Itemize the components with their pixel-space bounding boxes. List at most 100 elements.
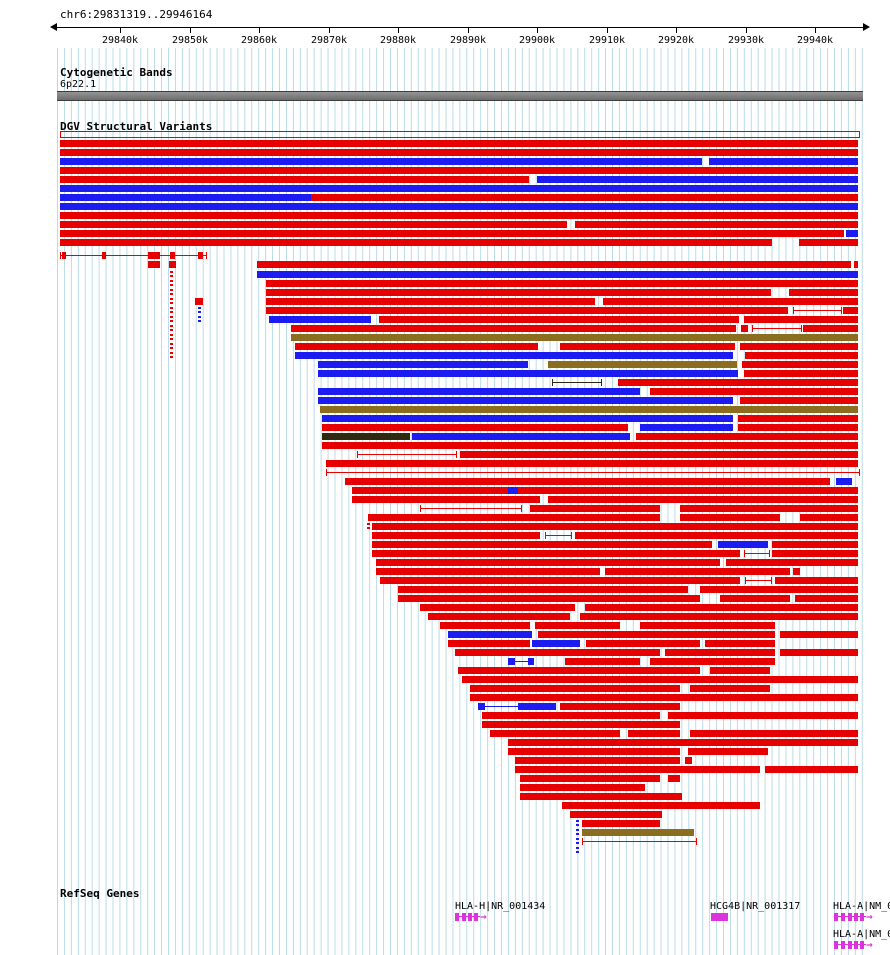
variant-bar[interactable] (548, 361, 737, 368)
variant-bar[interactable] (470, 694, 858, 701)
variant-dash[interactable] (576, 820, 579, 827)
variant-bar[interactable] (532, 640, 580, 647)
variant-bar[interactable] (257, 261, 851, 268)
variant-bar[interactable] (709, 158, 858, 165)
variant-bar[interactable] (745, 352, 858, 359)
variant-bar[interactable] (772, 541, 858, 548)
gene-exon-box[interactable] (711, 913, 728, 921)
gene-exon-box[interactable] (860, 941, 864, 949)
variant-bar[interactable] (352, 487, 508, 494)
variant-bar[interactable] (680, 505, 858, 512)
variant-outline[interactable] (60, 131, 860, 138)
variant-bar[interactable] (710, 667, 770, 674)
variant-line[interactable] (357, 451, 457, 458)
variant-bar[interactable] (318, 388, 640, 395)
variant-bar[interactable] (668, 712, 858, 719)
variant-bar[interactable] (372, 523, 858, 530)
variant-bar[interactable] (379, 316, 739, 323)
variant-bar[interactable] (565, 658, 640, 665)
variant-line[interactable] (420, 505, 522, 512)
variant-dash[interactable] (198, 307, 201, 314)
variant-bar[interactable] (102, 252, 106, 259)
variant-bar[interactable] (789, 289, 858, 296)
variant-dash[interactable] (576, 847, 579, 854)
variant-bar[interactable] (60, 176, 529, 183)
gene-exon-box[interactable] (834, 941, 838, 949)
variant-bar[interactable] (603, 298, 858, 305)
gene-exon-box[interactable] (455, 913, 459, 921)
variant-bar[interactable] (690, 730, 858, 737)
variant-bar[interactable] (490, 730, 620, 737)
variant-bar[interactable] (562, 802, 760, 809)
variant-bar[interactable] (795, 595, 858, 602)
variant-bar[interactable] (586, 640, 700, 647)
variant-bar[interactable] (322, 442, 858, 449)
variant-bar[interactable] (854, 261, 858, 268)
variant-bar[interactable] (537, 176, 858, 183)
variant-dash[interactable] (170, 316, 173, 323)
variant-line[interactable] (744, 550, 770, 557)
variant-bar[interactable] (738, 415, 858, 422)
variant-bar[interactable] (291, 325, 736, 332)
variant-bar[interactable] (520, 793, 682, 800)
variant-bar[interactable] (508, 739, 858, 746)
gene-label[interactable]: HCG4B|NR_001317 (710, 901, 801, 912)
variant-bar[interactable] (195, 298, 203, 305)
variant-bar[interactable] (148, 252, 160, 259)
variant-bar[interactable] (740, 343, 858, 350)
variant-bar[interactable] (640, 622, 775, 629)
variant-line[interactable] (752, 325, 802, 332)
gene-exon-box[interactable] (860, 913, 864, 921)
variant-bar[interactable] (526, 703, 556, 710)
variant-bar[interactable] (266, 289, 771, 296)
variant-bar[interactable] (60, 203, 858, 210)
variant-bar[interactable] (295, 343, 538, 350)
gene-exon-box[interactable] (848, 941, 852, 949)
gene-exon-box[interactable] (841, 913, 845, 921)
gene-exon-box[interactable] (462, 913, 466, 921)
variant-dash[interactable] (170, 352, 173, 359)
variant-line[interactable] (60, 252, 207, 259)
variant-line[interactable] (545, 532, 572, 539)
variant-bar[interactable] (535, 622, 620, 629)
variant-bar[interactable] (846, 230, 858, 237)
variant-bar[interactable] (799, 239, 858, 246)
variant-bar[interactable] (530, 505, 660, 512)
variant-bar[interactable] (322, 415, 733, 422)
variant-bar[interactable] (345, 478, 830, 485)
variant-bar[interactable] (720, 595, 790, 602)
variant-bar[interactable] (690, 685, 770, 692)
variant-line[interactable] (484, 703, 520, 710)
variant-bar[interactable] (60, 167, 858, 174)
variant-bar[interactable] (470, 685, 680, 692)
variant-bar[interactable] (318, 361, 528, 368)
variant-bar[interactable] (428, 613, 570, 620)
variant-bar[interactable] (803, 325, 858, 332)
variant-bar[interactable] (508, 658, 514, 665)
variant-bar[interactable] (680, 514, 780, 521)
gene-label[interactable]: HLA-A|NM_0 (833, 901, 890, 912)
variant-bar[interactable] (560, 343, 735, 350)
variant-bar[interactable] (548, 496, 858, 503)
variant-bar[interactable] (738, 424, 858, 431)
variant-bar[interactable] (376, 559, 720, 566)
variant-bar[interactable] (518, 487, 858, 494)
variant-bar[interactable] (318, 370, 738, 377)
variant-dash[interactable] (576, 829, 579, 836)
variant-bar[interactable] (372, 541, 712, 548)
variant-bar[interactable] (528, 658, 534, 665)
variant-bar[interactable] (518, 703, 526, 710)
variant-bar[interactable] (398, 586, 688, 593)
variant-bar[interactable] (628, 730, 680, 737)
variant-dash[interactable] (170, 280, 173, 287)
gene-exon-box[interactable] (854, 913, 858, 921)
variant-bar[interactable] (700, 586, 858, 593)
variant-bar[interactable] (322, 424, 628, 431)
variant-bar[interactable] (744, 370, 858, 377)
variant-bar[interactable] (420, 604, 575, 611)
variant-bar[interactable] (765, 766, 858, 773)
cytoband-bar[interactable] (57, 91, 863, 101)
variant-bar[interactable] (60, 185, 858, 192)
variant-bar[interactable] (60, 158, 702, 165)
variant-bar[interactable] (780, 649, 858, 656)
